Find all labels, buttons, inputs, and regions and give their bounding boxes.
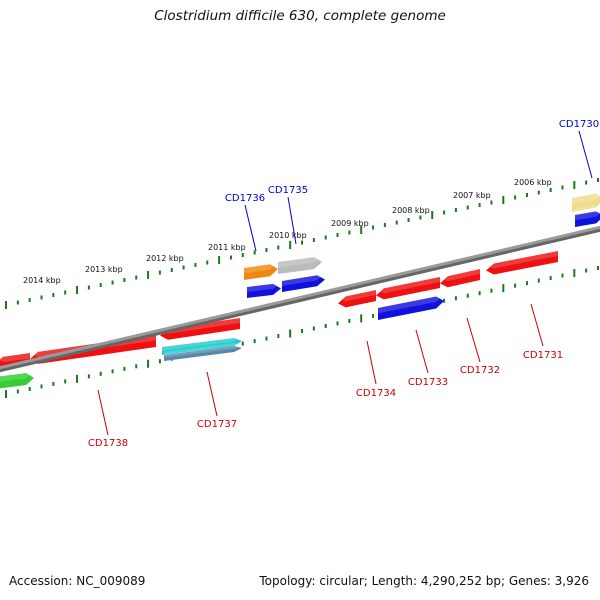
scale-label: 2008 kbp (392, 206, 430, 215)
gene-arrow-cd1731 (486, 244, 558, 275)
scale-labels: 2014 kbp 2013 kbp 2012 kbp 2011 kbp 2010 kbp… (23, 178, 552, 285)
gene-label-cd1730[interactable]: CD1730 (559, 119, 599, 130)
gene-label-cd1735[interactable]: CD1735 (268, 185, 308, 196)
leader-line (466, 317, 481, 363)
gene-features (0, 185, 600, 389)
gene-arrow-cd1730 (575, 204, 600, 227)
scale-label: 2009 kbp (331, 219, 369, 228)
leader-line (287, 196, 297, 245)
scale-label: 2010 kbp (269, 231, 307, 240)
genome-summary-text: Topology: circular; Length: 4,290,252 bp… (259, 574, 589, 588)
gene-arrow-yellow (572, 185, 600, 212)
gene-arrow-cd1737-steel (164, 342, 242, 361)
leader-line (97, 389, 109, 436)
leader-line (415, 329, 429, 374)
map-title: Clostridium difficile 630, complete geno… (154, 8, 446, 24)
gene-arrow-gray (278, 250, 322, 274)
scale-label: 2013 kbp (85, 265, 123, 274)
accession-text: Accession: NC_009089 (9, 574, 146, 588)
label-leader-lines (97, 130, 593, 436)
gene-arrow-cd1736 (247, 277, 281, 298)
gene-label-cd1736[interactable]: CD1736 (225, 193, 265, 204)
scale-label: 2012 kbp (146, 254, 184, 263)
gene-label-cd1732[interactable]: CD1732 (460, 365, 500, 376)
gene-arrow-cd1733 (376, 270, 440, 300)
gene-label-cd1737[interactable]: CD1737 (197, 419, 237, 430)
gene-arrow-cd1733-blue (378, 289, 444, 320)
gene-label-cd1731[interactable]: CD1731 (523, 350, 563, 361)
gene-arrow-orange (244, 257, 278, 280)
leader-line (206, 371, 218, 417)
leader-line (530, 303, 544, 347)
leader-line (366, 340, 377, 385)
gene-arrow-cd1734 (338, 283, 376, 308)
backbone-line-shadow (0, 226, 600, 373)
scale-label: 2006 kbp (514, 178, 552, 187)
genome-backbone (0, 225, 600, 373)
gene-label-cd1738[interactable]: CD1738 (88, 438, 128, 449)
gene-arrow-cd1737-cyan (162, 333, 242, 355)
scale-label: 2007 kbp (453, 191, 491, 200)
backbone-line (0, 225, 600, 370)
outer-scale-ticks (5, 178, 599, 309)
scale-label: 2011 kbp (208, 243, 246, 252)
scale-label: 2014 kbp (23, 276, 61, 285)
gene-label-cd1733[interactable]: CD1733 (408, 377, 448, 388)
leader-line (578, 130, 593, 179)
gene-labels: CD1730CD1731CD1732CD1733CD1734CD1735CD17… (88, 119, 599, 449)
gene-arrow-cd1735 (282, 269, 325, 292)
leader-line (244, 204, 257, 252)
gene-arrow-cd1732 (440, 262, 480, 288)
gene-label-cd1734[interactable]: CD1734 (356, 388, 396, 399)
